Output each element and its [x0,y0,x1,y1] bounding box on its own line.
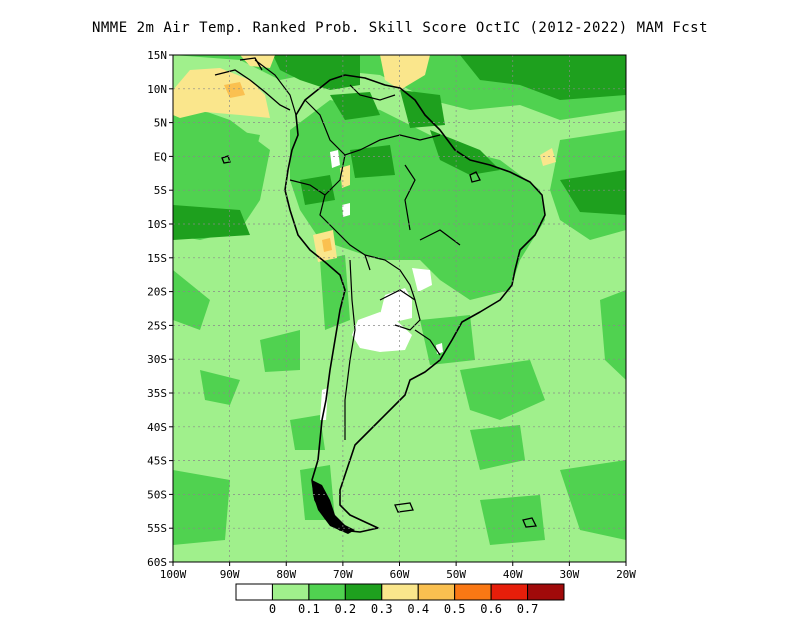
lon-label: 90W [220,568,240,581]
lon-label: 40W [503,568,523,581]
colorbar-swatch [454,583,492,601]
lat-label: 5S [154,184,167,197]
lat-label: 10S [147,218,167,231]
lon-label: 100W [160,568,187,581]
tierra-del-fuego [312,480,355,534]
colorbar-label: 0.2 [334,602,356,616]
colorbar-swatch [271,583,310,601]
lon-label: 60W [390,568,410,581]
longitude-labels: 100W 90W 80W 70W 60W 50W 40W 30W 20W [160,562,636,581]
lat-label: 20S [147,286,167,299]
lon-label: 70W [333,568,353,581]
colorbar-label: 0.3 [371,602,393,616]
lat-label: 35S [147,387,167,400]
colorbar-swatch [527,583,565,601]
lon-label: 50W [446,568,466,581]
colorbar-swatch [381,583,419,601]
lat-label: 55S [147,522,167,535]
lat-label: 10N [147,83,167,96]
colorbar-swatch [235,583,273,601]
lat-label: 60S [147,556,167,569]
colorbar-label: 0.4 [407,602,429,616]
country-borders [254,59,461,440]
lat-label: 15N [147,49,167,62]
colorbar-swatch [308,583,346,601]
colorbar-label: 0.1 [298,602,320,616]
colorbar-swatch [344,583,383,601]
lat-label: 15S [147,252,167,265]
lat-label: 45S [147,455,167,468]
colorbar-label: 0.7 [517,602,539,616]
grid-lines [173,55,626,562]
lat-label: 30S [147,353,167,366]
lon-label: 20W [616,568,636,581]
colorbar-label: 0 [269,602,276,616]
lat-label: 50S [147,488,167,501]
lat-label: 40S [147,421,167,434]
colorbar: 0 0.1 0.2 0.3 0.4 0.5 0.6 0.7 [235,583,565,616]
colorbar-label: 0.6 [480,602,502,616]
lon-label: 80W [276,568,296,581]
colorbar-swatch [417,583,456,601]
lat-label: 25S [147,319,167,332]
south-america-coast [284,74,546,533]
chart-title: NMME 2m Air Temp. Ranked Prob. Skill Sco… [91,20,709,36]
low-skill-orange-regions [224,82,332,252]
latitude-labels: 15N 10N 5N EQ 5S 10S 15S 20S 25S 30S 35S 40S 45S 50S 5… [147,49,173,569]
central-america [214,57,538,528]
colorbar-swatch [490,583,529,601]
high-skill-regions [173,55,626,240]
colorbar-label: 0.5 [444,602,466,616]
lon-label: 30W [559,568,579,581]
coastline-outline [284,74,546,533]
lat-label: 5N [154,117,167,130]
lat-label: EQ [154,150,167,163]
